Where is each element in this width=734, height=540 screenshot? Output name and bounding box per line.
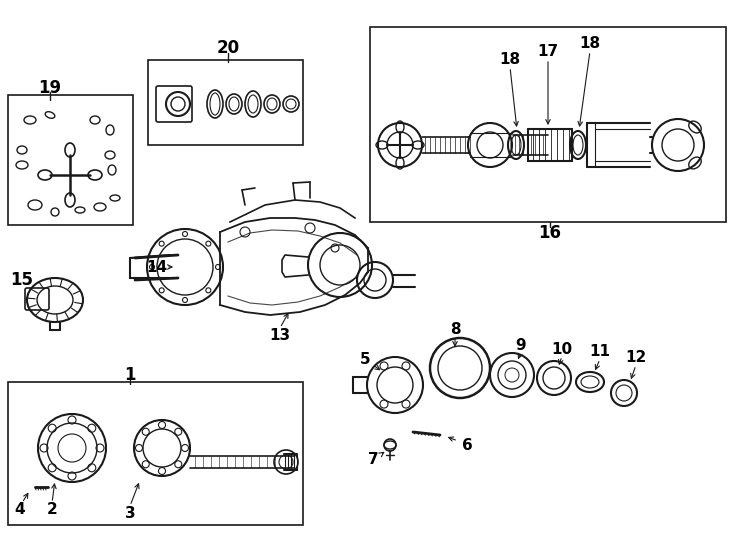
Text: 13: 13: [269, 327, 291, 342]
Text: 1: 1: [124, 366, 136, 384]
Text: 17: 17: [537, 44, 559, 59]
Bar: [8, 382, 303, 525]
Text: 8: 8: [450, 322, 460, 338]
Text: 19: 19: [38, 79, 62, 97]
Circle shape: [183, 298, 187, 302]
Text: 7: 7: [368, 453, 378, 468]
Circle shape: [206, 241, 211, 246]
Text: 18: 18: [499, 52, 520, 68]
Text: 9: 9: [516, 338, 526, 353]
Text: 5: 5: [360, 353, 371, 368]
Text: 12: 12: [625, 350, 647, 366]
Bar: [148, 60, 303, 145]
Circle shape: [159, 241, 164, 246]
Bar: [8, 95, 133, 225]
Text: 14: 14: [147, 260, 167, 274]
Bar: [370, 27, 726, 222]
Circle shape: [183, 232, 187, 237]
Text: 16: 16: [539, 224, 562, 242]
Text: 18: 18: [579, 37, 600, 51]
Text: 10: 10: [551, 341, 573, 356]
Text: 4: 4: [15, 503, 25, 517]
Circle shape: [206, 288, 211, 293]
Text: 11: 11: [589, 345, 611, 360]
Text: 20: 20: [217, 39, 239, 57]
Text: 3: 3: [125, 505, 135, 521]
Text: 2: 2: [47, 503, 57, 517]
Circle shape: [159, 288, 164, 293]
Text: 6: 6: [462, 437, 473, 453]
Circle shape: [216, 265, 220, 269]
Text: 15: 15: [10, 271, 34, 289]
Circle shape: [150, 265, 154, 269]
